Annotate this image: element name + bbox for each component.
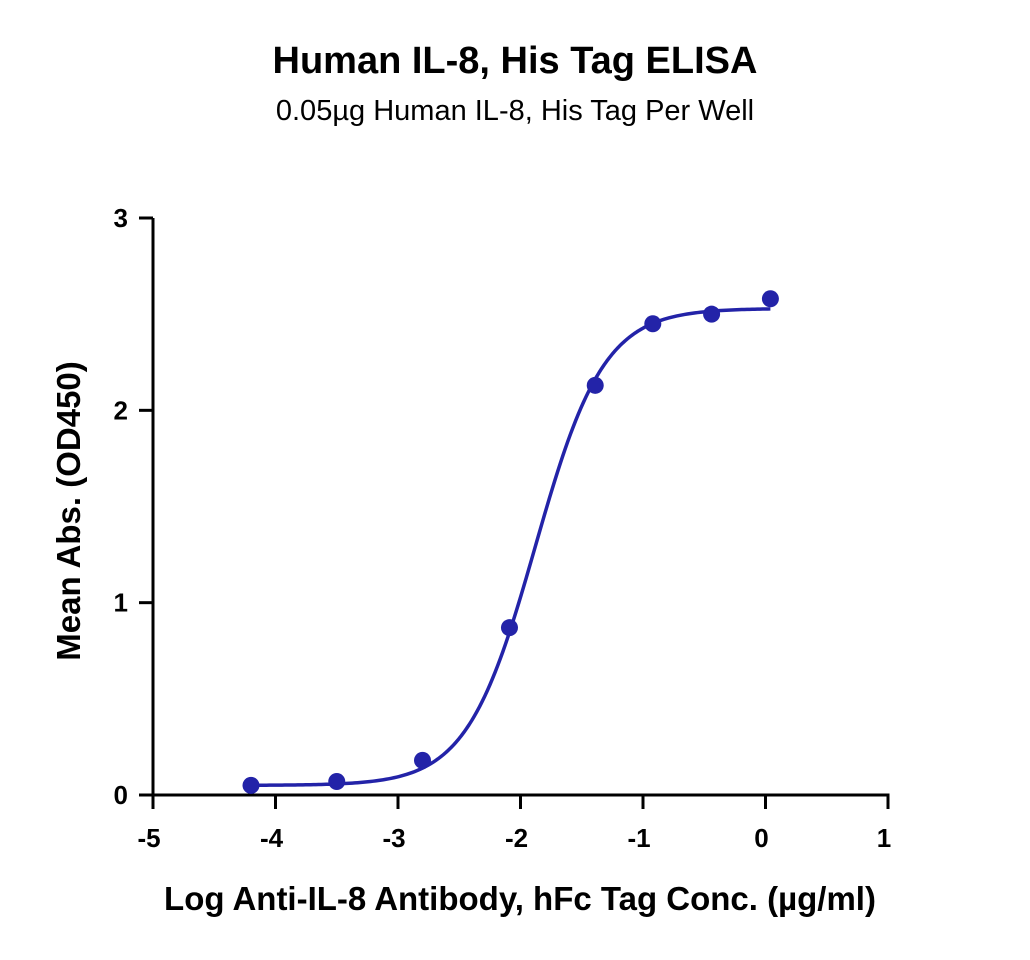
data-point xyxy=(644,315,662,333)
y-axis-label: Mean Abs. (OD450) xyxy=(50,361,87,661)
fit-curve xyxy=(250,307,771,788)
x-tick-label: -5 xyxy=(137,823,160,853)
y-tick-label: 2 xyxy=(114,395,128,425)
x-tick-label: -3 xyxy=(382,823,405,853)
data-point xyxy=(586,376,604,394)
chart-title: Human IL-8, His Tag ELISA xyxy=(272,40,758,82)
x-axis-label: Log Anti-IL-8 Antibody, hFc Tag Conc. (µ… xyxy=(164,880,876,917)
data-point xyxy=(242,776,260,794)
x-tick-label: 1 xyxy=(877,823,891,853)
y-tick-label: 0 xyxy=(114,780,128,810)
y-tick-label: 1 xyxy=(114,588,128,618)
chart-subtitle: 0.05µg Human IL-8, His Tag Per Well xyxy=(275,95,755,127)
fit-curve-group xyxy=(250,307,771,788)
x-tick-label: 0 xyxy=(754,823,768,853)
data-point xyxy=(703,305,721,323)
data-point xyxy=(500,619,518,637)
data-point xyxy=(328,773,346,791)
x-tick-label: -4 xyxy=(260,823,284,853)
axes xyxy=(151,218,890,797)
data-point xyxy=(414,751,431,769)
data-point xyxy=(761,290,779,308)
y-tick-label: 3 xyxy=(114,203,128,233)
x-tick-label: -2 xyxy=(505,823,528,853)
x-tick-label: -1 xyxy=(627,823,650,853)
data-points xyxy=(242,290,779,794)
axis-ticks: -5 -4 -3 -2 -1 0 1 0 1 2 3 xyxy=(114,203,892,853)
